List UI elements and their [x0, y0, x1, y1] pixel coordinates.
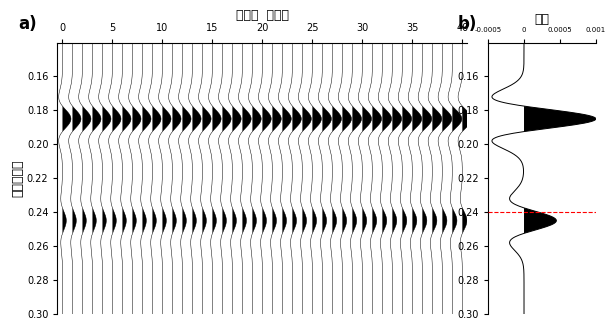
- Text: a): a): [19, 15, 37, 33]
- X-axis label: 振幅: 振幅: [534, 13, 549, 26]
- X-axis label: 入射角  （度）: 入射角 （度）: [236, 9, 289, 22]
- Y-axis label: 时间（秒）: 时间（秒）: [11, 160, 24, 197]
- Text: b): b): [458, 15, 477, 33]
